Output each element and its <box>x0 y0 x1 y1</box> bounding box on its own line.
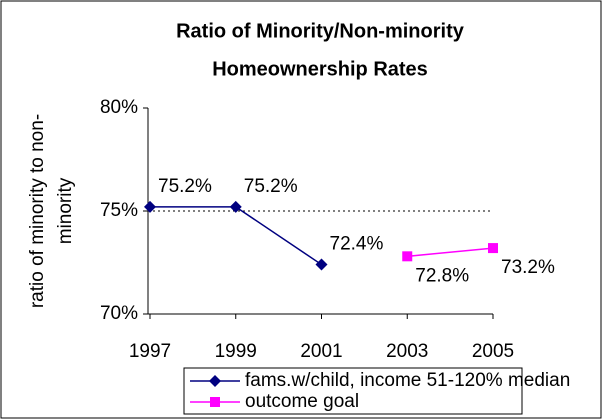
legend-marker <box>210 397 220 407</box>
x-tick-label: 1997 <box>129 341 171 362</box>
y-tick-label: 75% <box>100 200 138 221</box>
legend-marker <box>209 375 221 387</box>
y-axis-label: minority <box>55 177 76 244</box>
x-tick-label: 2001 <box>300 341 342 362</box>
data-label: 75.2% <box>158 176 212 197</box>
data-point <box>488 243 498 254</box>
chart-title: Ratio of Minority/Non-minority <box>176 20 465 42</box>
data-label: 72.8% <box>415 265 469 286</box>
y-tick-label: 80% <box>100 97 138 118</box>
data-point <box>229 200 242 213</box>
data-point <box>402 251 413 262</box>
x-tick-label: 2005 <box>472 341 514 362</box>
x-tick-label: 1999 <box>215 341 257 362</box>
y-axis-label-group: ratio of minority to non- minority <box>27 114 76 308</box>
data-point <box>315 258 328 271</box>
y-tick-label: 70% <box>100 303 138 324</box>
data-label: 72.4% <box>330 234 384 255</box>
series-line <box>407 247 494 258</box>
y-axis-label: ratio of minority to non- <box>27 114 48 308</box>
legend-label: outcome goal <box>245 391 359 412</box>
data-label: 73.2% <box>501 257 555 278</box>
x-tick-label: 2003 <box>386 341 428 362</box>
data-point <box>144 200 156 213</box>
data-label: 75.2% <box>244 176 298 197</box>
legend-label: fams.w/child, income 51-120% median <box>245 370 570 391</box>
legend <box>183 367 523 415</box>
chart-title: Homeownership Rates <box>212 58 428 80</box>
